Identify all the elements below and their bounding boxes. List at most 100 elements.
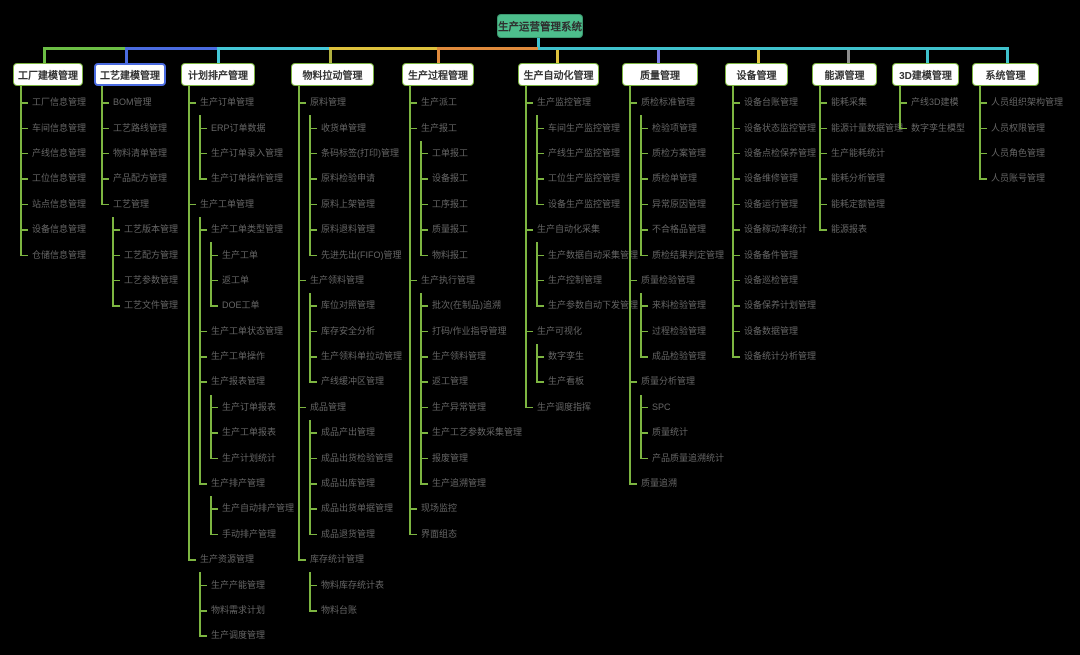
tree-node[interactable]: 报废管理 [432, 445, 522, 470]
tree-node[interactable]: 工序报工 [432, 192, 522, 217]
tree-node[interactable]: 生产领料管理 [432, 344, 522, 369]
tree-node[interactable]: 设备信息管理 [32, 217, 86, 242]
tree-node[interactable]: 库存安全分析 [321, 319, 402, 344]
tree-node[interactable]: 设备生产监控管理 [548, 192, 638, 217]
tree-node[interactable]: 工艺管理 [113, 192, 178, 217]
tree-node[interactable]: 能源报表 [831, 217, 903, 242]
tree-node[interactable]: DOE工单 [222, 293, 294, 318]
tree-node[interactable]: 工艺版本管理 [124, 217, 178, 242]
tree-node[interactable]: 生产工单类型管理 [211, 217, 294, 242]
tree-node[interactable]: 过程检验管理 [652, 319, 724, 344]
tree-node[interactable]: 人员组织架构管理 [991, 90, 1063, 115]
tree-node[interactable]: 条码标签(打印)管理 [321, 141, 402, 166]
tree-node[interactable]: 物料台账 [321, 598, 402, 623]
tree-node[interactable]: 生产数据自动采集管理 [548, 242, 638, 267]
tree-node[interactable]: 原料上架管理 [321, 192, 402, 217]
tree-node[interactable]: 生产领料管理 [310, 268, 402, 293]
branch-node[interactable]: 工厂建模管理 [13, 63, 83, 86]
tree-node[interactable]: 人员角色管理 [991, 141, 1063, 166]
tree-node[interactable]: 物料库存统计表 [321, 572, 402, 597]
tree-node[interactable]: 生产调度管理 [211, 623, 294, 648]
tree-node[interactable]: 成品退货管理 [321, 522, 402, 547]
tree-node[interactable]: 生产领料单拉动管理 [321, 344, 402, 369]
tree-node[interactable]: 站点信息管理 [32, 192, 86, 217]
branch-node[interactable]: 设备管理 [725, 63, 788, 86]
tree-node[interactable]: 能源计量数据管理 [831, 115, 903, 140]
tree-node[interactable]: 先进先出(FIFO)管理 [321, 242, 402, 267]
tree-node[interactable]: 生产控制管理 [548, 268, 638, 293]
tree-node[interactable]: 生产自动化采集 [537, 217, 638, 242]
tree-node[interactable]: 现场监控 [421, 496, 522, 521]
tree-node[interactable]: 物料需求计划 [211, 598, 294, 623]
branch-node[interactable]: 计划排产管理 [181, 63, 255, 86]
tree-node[interactable]: 生产订单录入管理 [211, 141, 294, 166]
tree-node[interactable]: 生产能耗统计 [831, 141, 903, 166]
tree-node[interactable]: 质量统计 [652, 420, 724, 445]
tree-node[interactable]: 成品管理 [310, 395, 402, 420]
tree-node[interactable]: 工艺配方管理 [124, 242, 178, 267]
tree-node[interactable]: 质检结果判定管理 [652, 242, 724, 267]
tree-node[interactable]: 生产工单管理 [200, 192, 294, 217]
tree-node[interactable]: BOM管理 [113, 90, 178, 115]
tree-node[interactable]: 设备状态监控管理 [744, 115, 816, 140]
tree-node[interactable]: 生产订单操作管理 [211, 166, 294, 191]
tree-node[interactable]: 能耗采集 [831, 90, 903, 115]
tree-node[interactable]: 生产工单报表 [222, 420, 294, 445]
tree-node[interactable]: 库存统计管理 [310, 547, 402, 572]
tree-node[interactable]: 库位对照管理 [321, 293, 402, 318]
tree-node[interactable]: 原料管理 [310, 90, 402, 115]
tree-node[interactable]: 界面组态 [421, 522, 522, 547]
tree-node[interactable]: 质检方案管理 [652, 141, 724, 166]
root-node[interactable]: 生产运营管理系统 [497, 14, 583, 38]
tree-node[interactable]: 设备备件管理 [744, 242, 816, 267]
tree-node[interactable]: 成品产出管理 [321, 420, 402, 445]
tree-node[interactable]: 质量报工 [432, 217, 522, 242]
tree-node[interactable]: 成品检验管理 [652, 344, 724, 369]
tree-node[interactable]: 生产追溯管理 [432, 471, 522, 496]
tree-node[interactable]: 生产调度指挥 [537, 395, 638, 420]
tree-node[interactable]: 产线3D建模 [911, 90, 965, 115]
tree-node[interactable]: 设备报工 [432, 166, 522, 191]
tree-node[interactable]: 生产可视化 [537, 319, 638, 344]
tree-node[interactable]: 生产执行管理 [421, 268, 522, 293]
tree-node[interactable]: 仓储信息管理 [32, 242, 86, 267]
tree-node[interactable]: 物料报工 [432, 242, 522, 267]
tree-node[interactable]: 人员账号管理 [991, 166, 1063, 191]
tree-node[interactable]: 设备点检保养管理 [744, 141, 816, 166]
tree-node[interactable]: 成品出货检验管理 [321, 445, 402, 470]
tree-node[interactable]: 异常原因管理 [652, 192, 724, 217]
tree-node[interactable]: 质检单管理 [652, 166, 724, 191]
tree-node[interactable]: 批次(在制品)追溯 [432, 293, 522, 318]
tree-node[interactable]: 生产报工 [421, 115, 522, 140]
tree-node[interactable]: 生产工单操作 [211, 344, 294, 369]
tree-node[interactable]: 生产异常管理 [432, 395, 522, 420]
tree-node[interactable]: 返工单 [222, 268, 294, 293]
branch-node[interactable]: 物料拉动管理 [291, 63, 374, 86]
tree-node[interactable]: 工艺文件管理 [124, 293, 178, 318]
tree-node[interactable]: 原料退料管理 [321, 217, 402, 242]
tree-node[interactable]: 生产监控管理 [537, 90, 638, 115]
tree-node[interactable]: 工艺参数管理 [124, 268, 178, 293]
tree-node[interactable]: ERP订单数据 [211, 115, 294, 140]
tree-node[interactable]: 设备台账管理 [744, 90, 816, 115]
tree-node[interactable]: 设备运行管理 [744, 192, 816, 217]
tree-node[interactable]: 成品出库管理 [321, 471, 402, 496]
tree-node[interactable]: 设备维修管理 [744, 166, 816, 191]
tree-node[interactable]: 工艺路线管理 [113, 115, 178, 140]
tree-node[interactable]: 产品配方管理 [113, 166, 178, 191]
tree-node[interactable]: 生产参数自动下发管理 [548, 293, 638, 318]
tree-node[interactable]: 生产看板 [548, 369, 638, 394]
tree-node[interactable]: 生产报表管理 [211, 369, 294, 394]
tree-node[interactable]: 手动排产管理 [222, 522, 294, 547]
tree-node[interactable]: 检验项管理 [652, 115, 724, 140]
tree-node[interactable]: 工单报工 [432, 141, 522, 166]
tree-node[interactable]: SPC [652, 395, 724, 420]
tree-node[interactable]: 质量追溯 [641, 471, 724, 496]
branch-node[interactable]: 系统管理 [972, 63, 1039, 86]
tree-node[interactable]: 工厂信息管理 [32, 90, 86, 115]
tree-node[interactable]: 设备稼动率统计 [744, 217, 816, 242]
tree-node[interactable]: 生产派工 [421, 90, 522, 115]
tree-node[interactable]: 生产资源管理 [200, 547, 294, 572]
tree-node[interactable]: 数字孪生模型 [911, 115, 965, 140]
